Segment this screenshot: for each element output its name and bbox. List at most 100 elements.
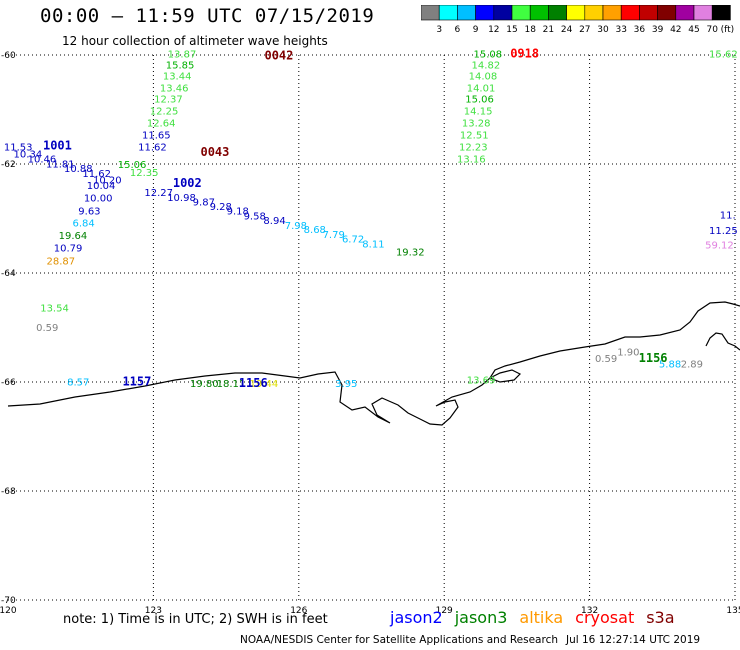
color-bin-label: 45 [688, 25, 699, 35]
wave-height-label: 5.88 [659, 359, 681, 370]
wave-height-label: 15.06 [465, 94, 494, 105]
satellite-s3a: s3a [646, 608, 675, 627]
wave-height-label: 15.08 [473, 50, 502, 61]
pass-time-label: 1157 [122, 374, 151, 388]
axis-tick-labels: 120 123 126 129 132 135 -60 -62 -64 -66 -68 -70 [0, 51, 740, 616]
wave-height-label: 0.59 [36, 323, 58, 334]
wave-height-label: 19.32 [396, 248, 425, 259]
coastline-path [7, 301, 740, 426]
color-bin-label: 9 [473, 25, 479, 35]
color-bin-label: 6 [455, 25, 461, 35]
wave-height-label: 11.65 [142, 130, 171, 141]
lon-tick-label: 129 [436, 606, 453, 616]
color-bin-label: 42 [670, 25, 681, 35]
color-bin-16 [711, 5, 731, 21]
wave-height-label: 12.35 [130, 168, 159, 179]
wave-height-label: 3.95 [335, 379, 357, 390]
wave-height-label: 6.72 [342, 234, 364, 245]
graticule [8, 54, 736, 601]
wave-height-label: 12.25 [150, 106, 179, 117]
wave-height-label: 11.53 [4, 142, 33, 153]
wave-height-label: 12.23 [459, 142, 488, 153]
satellite-jason3: jason3 [454, 608, 508, 627]
lon-tick-label: 135 [726, 606, 740, 616]
color-bin-label: 27 [579, 25, 590, 35]
wave-height-label: 15.85 [166, 61, 195, 72]
color-bin-label: 30 [597, 25, 609, 35]
map-subtitle: 12 hour collection of altimeter wave hei… [62, 34, 328, 48]
wave-height-label: 11.25 [709, 226, 738, 237]
wave-height-label: 12.51 [460, 130, 489, 141]
wave-height-label: 10.79 [54, 244, 83, 255]
wave-height-label: 11. [720, 211, 736, 222]
wave-height-label: 11.62 [138, 142, 167, 153]
wave-height-label: 11.62 [82, 169, 111, 180]
color-scale-legend: 3 6 9 12 15 18 21 24 27 30 33 36 39 42 45 70 (ft) [421, 5, 734, 35]
wave-height-label: 7.79 [323, 230, 345, 241]
wave-height-label: 10.34 [14, 149, 43, 160]
wave-height-label: 12.37 [154, 94, 183, 105]
wave-height-label: 13.28 [462, 118, 491, 129]
wave-height-label: 8.11 [362, 239, 384, 250]
color-bin-label: 70 [706, 25, 718, 35]
coastline-ice-shelf [705, 332, 740, 351]
wave-height-label: 7.98 [285, 221, 307, 232]
coastline-inlet [489, 369, 522, 383]
wave-height-label: 18.11 [217, 379, 246, 390]
wave-height-label: 13.46 [160, 84, 189, 95]
wave-height-label: 13.69 [467, 376, 496, 387]
color-bin-label: 21 [543, 25, 554, 35]
wave-height-label: 8.57 [67, 377, 89, 388]
wave-height-label: 8.94 [263, 216, 285, 227]
wave-height-label: 1.90 [617, 347, 639, 358]
pass-time-label: 0918 [510, 47, 539, 61]
color-bin-label: 39 [652, 25, 664, 35]
wave-height-label: 19.80 [190, 379, 219, 390]
wave-height-label: 28.87 [47, 256, 76, 267]
wave-height-label: 13.87 [168, 50, 197, 61]
lon-tick-label: 120 [0, 606, 17, 616]
wave-height-label: 10.04 [87, 181, 116, 192]
wave-height-label: 9.28 [210, 202, 232, 213]
wave-height-label: 14.08 [469, 72, 498, 83]
wave-height-label: 9.63 [78, 207, 100, 218]
wave-height-label: 0.59 [595, 354, 617, 365]
color-bin-label: 3 [436, 25, 442, 35]
credit-line: NOAA/NESDIS Center for Satellite Applica… [240, 634, 558, 646]
footer-note: note: 1) Time is in UTC; 2) SWH is in fe… [63, 612, 328, 627]
satellite-altika: altika [519, 608, 564, 627]
pass-time-label: 1001 [43, 138, 72, 152]
wave-height-label: 12.64 [147, 118, 176, 129]
unit-label: (ft) [721, 25, 734, 35]
wave-height-label: 11.81 [46, 159, 75, 170]
wave-height-label: 10.98 [167, 193, 196, 204]
wave-height-label: 15.06 [118, 160, 147, 171]
wave-height-label: 13.16 [457, 154, 486, 165]
lat-tick-label: -62 [1, 160, 16, 170]
wave-height-label: 10.20 [93, 176, 122, 187]
wave-height-label: 10.88 [64, 164, 93, 175]
color-bin-label: 36 [634, 25, 646, 35]
color-bin-label: 12 [488, 25, 499, 35]
pass-time-label: 1156 [239, 376, 268, 390]
satellite-legend: jason2 jason3 altika cryosat s3a [390, 608, 687, 627]
wave-height-label: 6.84 [72, 219, 94, 230]
wave-height-label: 14.01 [467, 84, 496, 95]
lat-tick-label: -68 [1, 487, 16, 497]
lon-tick-label: 123 [145, 606, 162, 616]
wave-height-label: 59.12 [705, 240, 734, 251]
map-title: 00:00 – 11:59 UTC 07/15/2019 [40, 5, 375, 27]
wave-height-label: 13.44 [163, 72, 192, 83]
lat-tick-label: -60 [1, 51, 16, 61]
antarctic-coastline [7, 301, 740, 426]
lat-tick-label: -64 [1, 269, 16, 279]
pass-time-label: 1156 [639, 351, 668, 365]
pass-time-label: 0042 [264, 48, 293, 62]
wave-height-label: 14.15 [464, 106, 493, 117]
pass-time-label: 1002 [173, 176, 202, 190]
color-bin-label: 18 [524, 25, 536, 35]
lat-tick-label: -66 [1, 378, 16, 388]
wave-height-observations: 13.8715.8513.4413.4612.3712.2512.6411.65… [4, 50, 738, 390]
lat-tick-label: -70 [1, 596, 16, 606]
